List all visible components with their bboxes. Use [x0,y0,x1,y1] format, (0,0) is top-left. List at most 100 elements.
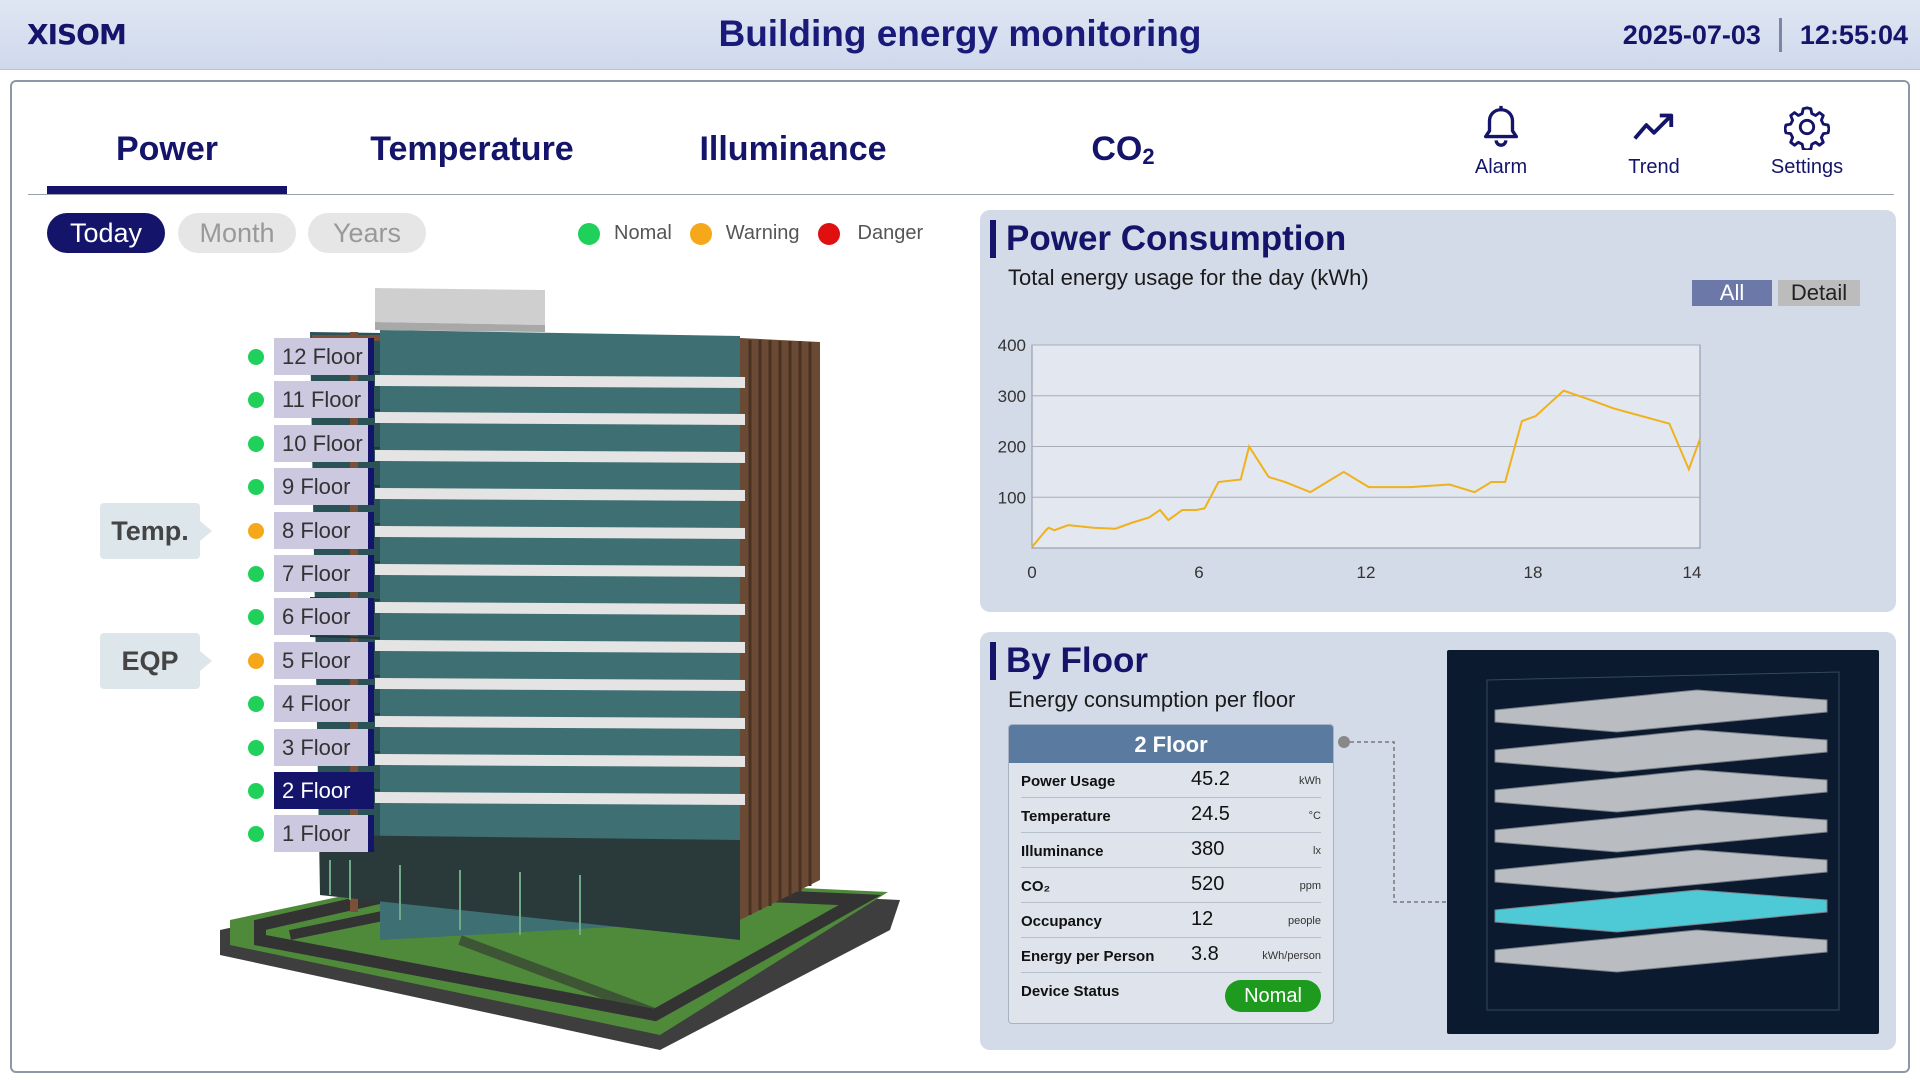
floor-item[interactable]: 8 Floor [244,511,374,549]
metric-label: Energy per Person [1021,948,1155,965]
floor-plate[interactable] [1494,689,1828,733]
floor-status-dot-icon [248,783,264,799]
floor-label: 12 Floor [274,338,374,375]
floor-plate[interactable] [1494,929,1828,973]
metric-unit: ppm [1299,880,1321,892]
tab-power[interactable]: Power [47,130,287,194]
active-floor-plate[interactable] [1494,889,1828,933]
legend-normal: Nomal [578,222,672,245]
y-tick-label: 300 [998,387,1026,406]
app-title: Building energy monitoring [718,13,1202,54]
tab-illuminance[interactable]: Illuminance [699,130,887,168]
tab-bar: Power Temperature Illuminance CO2 Alarm … [28,100,1894,195]
floor-item[interactable]: 2 Floor [244,772,374,809]
floor-item[interactable]: 4 Floor [244,685,374,723]
metric-unit: lx [1313,845,1321,857]
power-panel-subtitle: Total energy usage for the day (kWh) [1008,265,1369,290]
datetime-separator [1778,18,1782,52]
toggle-all-button[interactable]: All [1692,280,1772,306]
tab-co2[interactable]: CO2 [1091,130,1155,169]
floor-plate[interactable] [1494,729,1828,773]
floor-status-dot-icon [248,349,264,365]
floor-item[interactable]: 9 Floor [244,468,374,506]
legend-warning: Warning [689,222,800,245]
floor-panel-title: By Floor [990,642,1148,680]
metric-label: CO₂ [1021,878,1051,895]
floor-plate[interactable] [1494,849,1828,893]
power-line-chart: 100 200 300 400 0 6 12 18 14 [998,336,1702,582]
x-tick-label: 6 [1194,563,1203,582]
metric-unit: kWh [1299,775,1321,787]
current-date: 2025-07-03 [1622,19,1761,50]
metric-unit: kWh/person [1262,950,1321,962]
period-today[interactable]: Today [47,213,165,253]
floor-item[interactable]: 6 Floor [244,598,374,636]
floor-label: 1 Floor [274,815,374,853]
floor-item[interactable]: 11 Floor [244,381,374,419]
floor-item[interactable]: 12 Floor [244,338,374,375]
metric-label: Occupancy [1021,913,1102,930]
metric-value: 520 [1191,873,1225,895]
status-legend: Nomal Warning Danger [578,222,941,245]
bell-icon [1483,105,1519,147]
floor-item[interactable]: 10 Floor [244,424,374,462]
floor-status-dot-icon [248,522,264,539]
danger-dot-icon [817,222,840,245]
floor-label: 3 Floor [274,728,374,766]
period-month[interactable]: Month [178,213,296,253]
status-badge: Nomal [1225,980,1321,1012]
alarm-button[interactable]: Alarm [1446,104,1556,179]
metric-unit: °C [1308,810,1321,822]
floor-stack-illustration[interactable] [1447,650,1879,1034]
eqp-callout: EQP [100,633,212,689]
floor-status-dot-icon [248,826,264,843]
floor-status-dot-icon [248,652,264,669]
period-years[interactable]: Years [308,213,426,253]
floor-label: 6 Floor [274,598,374,636]
floor-status-dot-icon [248,479,264,496]
floor-item[interactable]: 3 Floor [244,728,374,766]
metric-value: 12 [1191,908,1214,930]
x-tick-label: 18 [1524,563,1543,582]
metric-row: Temperature 24.5 °C [1021,798,1321,833]
power-consumption-panel: Power Consumption Total energy usage for… [980,210,1896,612]
power-panel-title: Power Consumption [990,220,1346,258]
floor-status-dot-icon [248,609,264,626]
gear-icon [1784,106,1830,150]
floor-status-dot-icon [248,739,264,756]
trend-button[interactable]: Trend [1599,104,1709,179]
y-tick-label: 100 [998,488,1026,507]
metric-value: 380 [1191,838,1225,860]
floor-label: 11 Floor [274,381,374,419]
metric-row: Energy per Person 3.8 kWh/person [1021,938,1321,973]
settings-button[interactable]: Settings [1752,104,1862,179]
current-time: 12:55:04 [1799,19,1908,50]
metric-row: CO₂ 520 ppm [1021,868,1321,903]
toggle-detail-button[interactable]: Detail [1778,280,1860,306]
metric-label: Temperature [1021,808,1111,825]
metric-unit: people [1287,915,1321,927]
y-tick-label: 400 [998,336,1026,355]
power-series-line [1031,389,1701,548]
tab-temperature[interactable]: Temperature [370,130,574,168]
metric-label: Power Usage [1021,773,1116,790]
normal-dot-icon [578,222,600,245]
floor-item[interactable]: 1 Floor [244,815,374,853]
floor-label: 5 Floor [274,641,374,679]
floor-label: 4 Floor [274,685,374,723]
legend-danger: Danger [817,222,923,245]
x-tick-label: 12 [1357,563,1376,582]
floor-plate[interactable] [1494,809,1828,853]
by-floor-panel: By Floor Energy consumption per floor 2 … [980,632,1896,1050]
floor-label: 8 Floor [274,511,374,549]
floor-item[interactable]: 7 Floor [244,555,374,592]
floor-plate[interactable] [1494,769,1828,813]
floor-label: 9 Floor [274,468,374,506]
floor-label: 2 Floor [274,772,374,809]
floor-status-dot-icon [248,696,264,713]
floor-item[interactable]: 5 Floor [244,641,374,679]
y-tick-label: 200 [998,438,1026,457]
metric-row: Illuminance 380 lx [1021,833,1321,868]
building-illustration[interactable] [200,280,920,1060]
top-bar: XISOM Building energy monitoring 2025-07… [0,0,1920,70]
